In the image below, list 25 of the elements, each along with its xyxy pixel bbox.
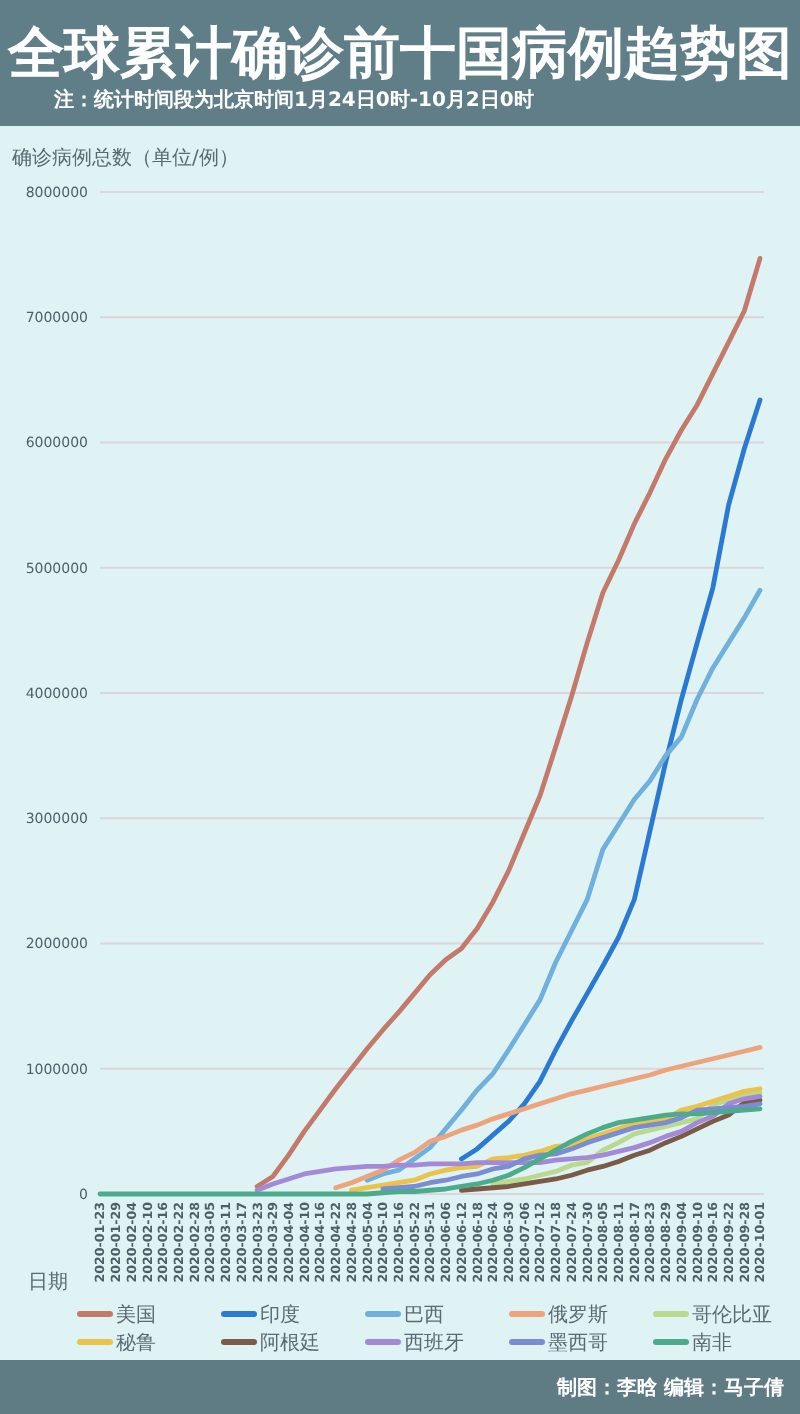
- line-series: [349, 1086, 763, 1193]
- line-series: [380, 1101, 763, 1192]
- line-series: [254, 255, 763, 1189]
- legend-label: 西班牙: [404, 1331, 464, 1355]
- line-series: [333, 1045, 763, 1191]
- legend-label: 巴西: [404, 1305, 444, 1327]
- y-axis-title: 确诊病例总数（单位/例）: [10, 146, 239, 170]
- legend-label: 墨西哥: [548, 1333, 608, 1355]
- legend-label: 南非: [692, 1331, 732, 1355]
- chart-title: 全球累计确诊前十国病例趋势图: [6, 20, 792, 86]
- line-series: [97, 1106, 763, 1197]
- legend-label: 俄罗斯: [548, 1303, 608, 1327]
- x-axis-title: 日期: [28, 1270, 68, 1294]
- text: 制图：李晗 编辑：马子倩: [555, 1376, 784, 1400]
- legend-label: 阿根廷: [260, 1331, 320, 1355]
- line-series: [490, 1090, 763, 1187]
- line-series: [459, 1097, 763, 1193]
- legend-label: 美国: [116, 1303, 156, 1327]
- chart-subtitle: 注：统计时间段为北京时间1月24日0时-10月2日0时: [52, 88, 534, 112]
- legend-label: 印度: [260, 1303, 300, 1327]
- line-series: [254, 1093, 763, 1193]
- legend-label: 哥伦比亚: [692, 1303, 772, 1327]
- line-series: [364, 587, 763, 1183]
- legend-label: 秘鲁: [116, 1331, 156, 1355]
- line-series: [459, 397, 763, 1162]
